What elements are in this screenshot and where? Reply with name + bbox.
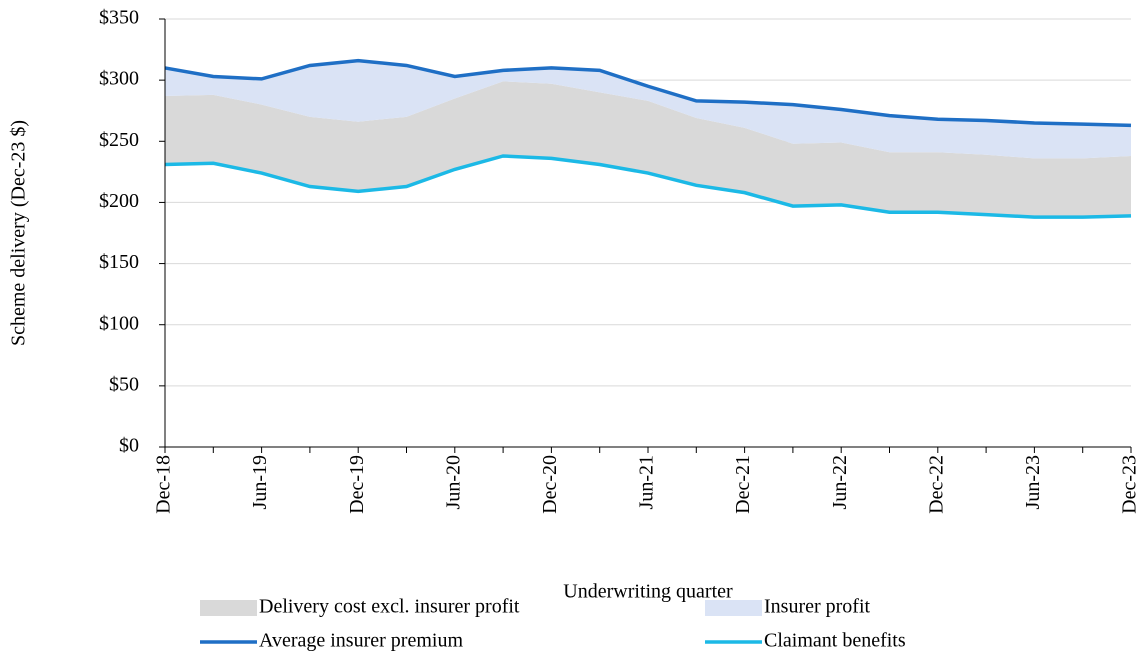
x-tick-label: Dec-18 xyxy=(153,455,175,514)
x-tick-label: Jun-20 xyxy=(442,455,464,509)
y-tick-label: $150 xyxy=(99,251,139,273)
area xyxy=(165,81,1131,218)
y-tick-label: $100 xyxy=(99,312,139,334)
line xyxy=(164,58,1132,128)
x-axis-label: Underwriting quarter xyxy=(563,581,733,603)
legend-swatch xyxy=(200,600,257,616)
legend-label: Average insurer premium xyxy=(259,630,463,652)
x-tick-label: Jun-23 xyxy=(1022,455,1044,509)
line xyxy=(164,154,1132,219)
x-tick-label: Jun-21 xyxy=(636,455,658,509)
area xyxy=(165,60,1131,159)
x-tick-label: Jun-19 xyxy=(249,455,271,509)
y-tick-label: $200 xyxy=(99,190,139,212)
x-tick-label: Dec-20 xyxy=(539,455,561,514)
legend-swatch xyxy=(705,600,762,616)
y-tick-label: $250 xyxy=(99,129,139,151)
y-tick-label: $300 xyxy=(99,68,139,90)
x-tick-label: Dec-22 xyxy=(925,455,947,514)
x-tick-label: Dec-19 xyxy=(346,455,368,514)
y-axis-label: Scheme delivery (Dec-23 $) xyxy=(8,120,30,346)
legend-label: Delivery cost excl. insurer profit xyxy=(259,596,520,618)
legend-label: Claimant benefits xyxy=(764,630,906,652)
x-tick-label: Jun-22 xyxy=(829,455,851,509)
x-tick-label: Dec-23 xyxy=(1119,455,1141,514)
y-tick-label: $350 xyxy=(99,7,139,29)
y-tick-label: $50 xyxy=(109,373,139,395)
y-tick-label: $0 xyxy=(119,435,139,457)
legend-label: Insurer profit xyxy=(764,596,871,618)
x-tick-label: Dec-21 xyxy=(732,455,754,514)
